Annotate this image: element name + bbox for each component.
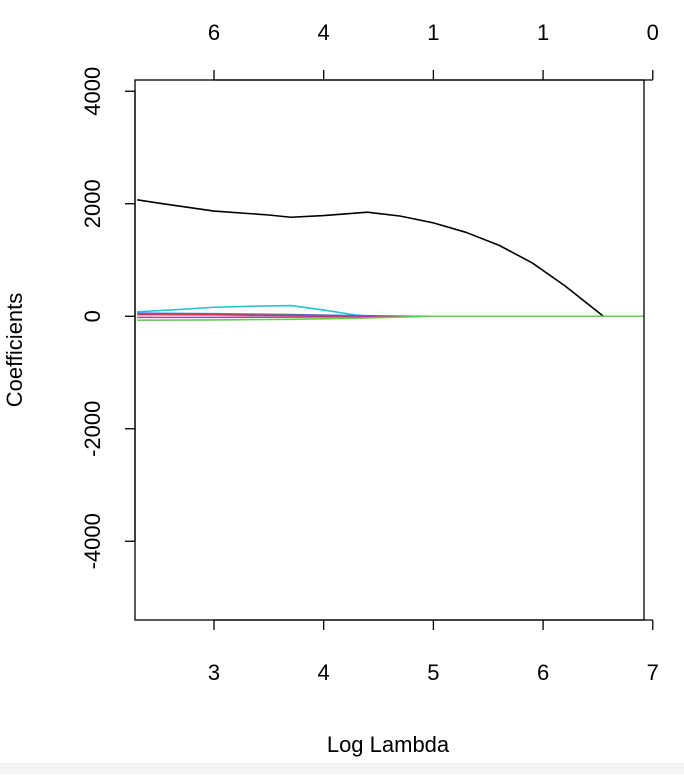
y-tick-label: -2000 [80,401,105,457]
x-tick-label: 7 [647,660,659,685]
top-tick-label: 6 [208,20,220,45]
top-tick-label: 1 [537,20,549,45]
x-tick-label: 5 [427,660,439,685]
x-tick-label: 6 [537,660,549,685]
y-tick-label: 0 [80,310,105,322]
x-axis-bottom: 3 4 5 6 7 [208,619,659,685]
x-axis-top: 6 4 1 1 0 [208,20,659,81]
plot-frame [134,79,645,621]
coefficient-paths [137,199,644,321]
y-tick-label: 4000 [80,67,105,116]
top-tick-label: 1 [427,20,439,45]
footer-bar [0,763,684,774]
top-tick-label: 4 [318,20,330,45]
x-tick-label: 4 [318,660,330,685]
x-axis-label: Log Lambda [327,732,450,757]
coefficient-path-6 [137,315,644,321]
x-tick-label: 3 [208,660,220,685]
coefficient-path-1 [137,199,644,318]
y-tick-label: -4000 [80,513,105,569]
y-tick-label: 2000 [80,179,105,228]
y-axis-label: Coefficients [2,293,27,408]
y-axis-left: -4000 -2000 0 2000 4000 [80,67,136,569]
top-tick-label: 0 [647,20,659,45]
